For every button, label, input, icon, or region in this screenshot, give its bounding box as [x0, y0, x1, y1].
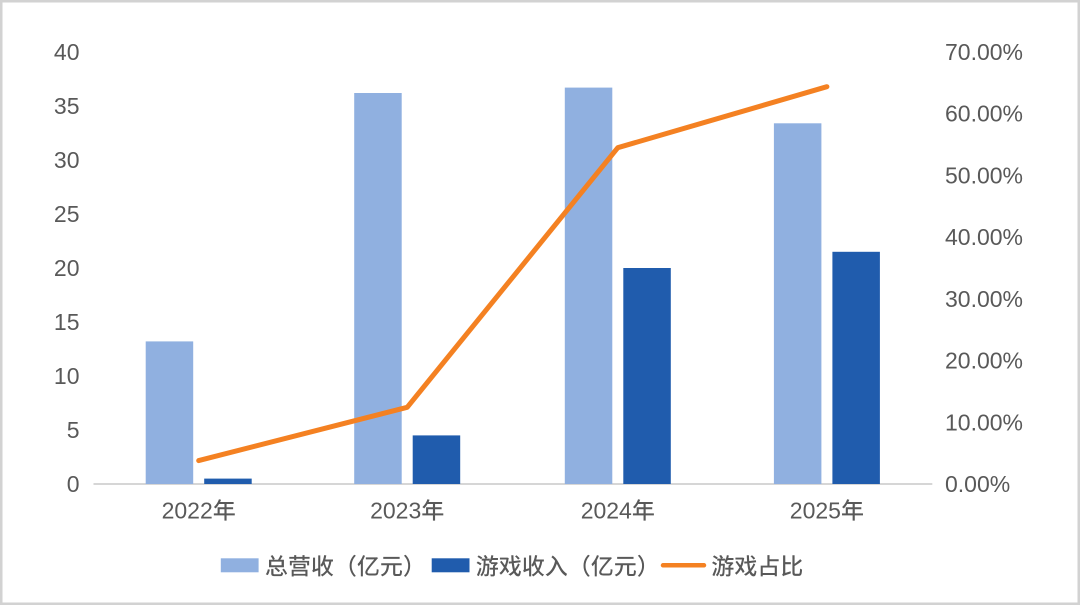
svg-text:0: 0 [67, 471, 80, 497]
svg-text:20.00%: 20.00% [945, 348, 1023, 374]
svg-text:25: 25 [54, 201, 80, 227]
svg-text:50.00%: 50.00% [945, 162, 1023, 188]
svg-text:30.00%: 30.00% [945, 286, 1023, 312]
svg-text:5: 5 [67, 417, 80, 443]
svg-text:10.00%: 10.00% [945, 409, 1023, 435]
svg-text:70.00%: 70.00% [945, 39, 1023, 65]
svg-text:2025: 2025 [790, 498, 841, 524]
svg-text:10: 10 [54, 363, 80, 389]
svg-text:40.00%: 40.00% [945, 224, 1023, 250]
svg-text:15: 15 [54, 309, 80, 335]
svg-text:35: 35 [54, 93, 80, 119]
svg-text:0.00%: 0.00% [945, 471, 1010, 497]
svg-text:2023: 2023 [370, 498, 421, 524]
svg-text:20: 20 [54, 255, 80, 281]
svg-text:2024: 2024 [581, 498, 632, 524]
svg-text:2022: 2022 [162, 498, 213, 524]
svg-text:40: 40 [54, 39, 80, 65]
svg-text:60.00%: 60.00% [945, 101, 1023, 127]
svg-text:30: 30 [54, 147, 80, 173]
